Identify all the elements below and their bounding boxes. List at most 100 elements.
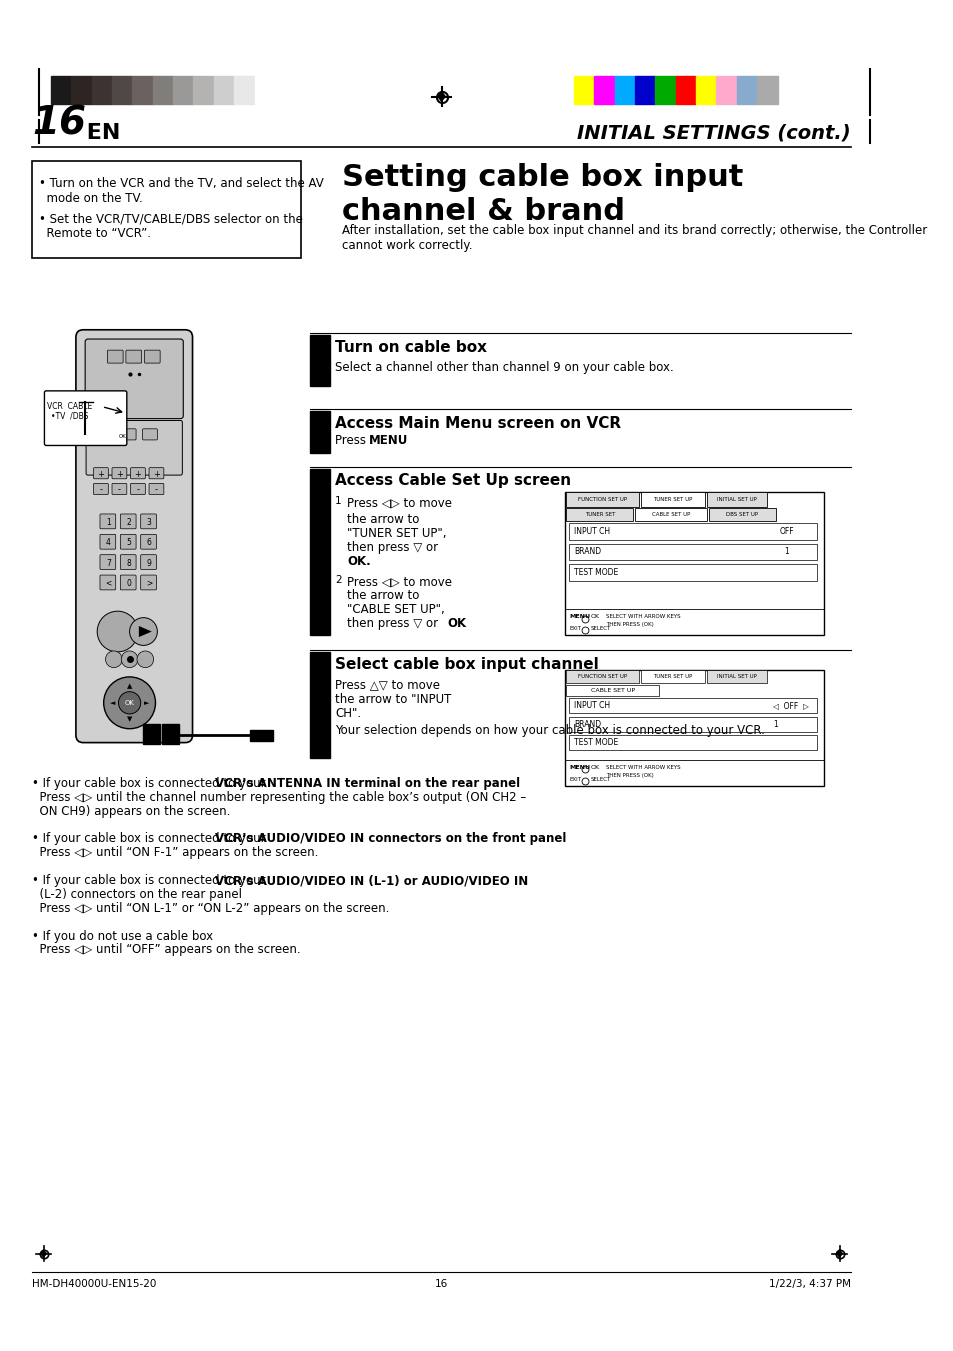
Text: OK: OK	[590, 613, 599, 619]
Bar	[566, 508, 633, 521]
Text: 16: 16	[32, 105, 87, 143]
FancyBboxPatch shape	[149, 467, 164, 478]
Bar	[564, 492, 823, 635]
Text: Setting cable box input
channel & brand: Setting cable box input channel & brand	[342, 163, 743, 226]
Text: ON CH9) appears on the screen.: ON CH9) appears on the screen.	[32, 805, 231, 817]
FancyBboxPatch shape	[142, 428, 157, 440]
Bar	[310, 335, 330, 386]
Text: VCR’s ANTENNA IN terminal on the rear panel: VCR’s ANTENNA IN terminal on the rear pa…	[214, 777, 519, 790]
Text: Access Main Menu screen on VCR: Access Main Menu screen on VCR	[335, 416, 620, 431]
Text: +: +	[152, 470, 160, 478]
FancyBboxPatch shape	[140, 535, 156, 549]
Text: Press ◁▷ until the channel number representing the cable box’s output (ON CH2 –: Press ◁▷ until the channel number repres…	[32, 790, 526, 804]
Text: <: <	[105, 578, 112, 588]
Text: Access Cable Set Up screen: Access Cable Set Up screen	[335, 473, 571, 488]
Bar	[706, 670, 766, 684]
Bar	[569, 716, 817, 731]
Text: 1/22/3, 4:37 PM: 1/22/3, 4:37 PM	[768, 1279, 850, 1289]
Text: the arrow to: the arrow to	[347, 513, 419, 526]
Bar	[132, 76, 152, 104]
Text: INITIAL SET UP: INITIAL SET UP	[716, 497, 756, 501]
Bar	[310, 469, 330, 635]
FancyBboxPatch shape	[140, 513, 156, 528]
Bar	[655, 76, 675, 104]
Text: FUNCTION SET UP: FUNCTION SET UP	[578, 674, 626, 680]
Text: 1: 1	[783, 547, 788, 557]
Bar	[32, 161, 300, 258]
Bar	[635, 508, 706, 521]
FancyBboxPatch shape	[120, 513, 136, 528]
Text: "TUNER SET UP",: "TUNER SET UP",	[347, 527, 446, 540]
FancyBboxPatch shape	[144, 350, 160, 363]
Text: 9: 9	[147, 558, 152, 567]
Text: 5: 5	[126, 538, 131, 547]
Bar	[172, 76, 193, 104]
Polygon shape	[437, 92, 445, 101]
Text: Press ◁▷ until “OFF” appears on the screen.: Press ◁▷ until “OFF” appears on the scre…	[32, 943, 301, 957]
Text: OK: OK	[447, 616, 466, 630]
Text: Press ◁▷ to move: Press ◁▷ to move	[347, 496, 452, 509]
FancyBboxPatch shape	[86, 420, 182, 476]
Text: -: -	[118, 485, 121, 494]
Text: OK.: OK.	[347, 555, 371, 567]
Bar	[51, 76, 71, 104]
Text: • If you do not use a cable box: • If you do not use a cable box	[32, 929, 213, 943]
Bar	[250, 730, 273, 740]
FancyBboxPatch shape	[103, 428, 117, 440]
Text: Your selection depends on how your cable box is connected to your VCR.: Your selection depends on how your cable…	[335, 724, 764, 738]
Text: ◄: ◄	[111, 700, 115, 705]
Text: CABLE SET UP: CABLE SET UP	[651, 512, 690, 517]
Text: VCR’s AUDIO/VIDEO IN connectors on the front panel: VCR’s AUDIO/VIDEO IN connectors on the f…	[214, 832, 565, 846]
FancyBboxPatch shape	[45, 390, 127, 446]
Text: 1: 1	[106, 517, 111, 527]
Text: TEST MODE: TEST MODE	[574, 738, 618, 747]
Text: Turn on cable box: Turn on cable box	[335, 340, 487, 355]
Text: MENU: MENU	[368, 435, 407, 447]
Text: "CABLE SET UP",: "CABLE SET UP",	[347, 603, 444, 616]
Bar	[639, 492, 704, 507]
FancyBboxPatch shape	[120, 535, 136, 549]
Text: • If your cable box is connected to your: • If your cable box is connected to your	[32, 832, 270, 846]
Text: EXIT: EXIT	[569, 626, 580, 631]
Bar	[594, 76, 614, 104]
Bar	[152, 76, 172, 104]
Text: ►: ►	[143, 700, 149, 705]
Text: MENU: MENU	[569, 613, 590, 619]
FancyBboxPatch shape	[126, 350, 141, 363]
Text: ▼: ▼	[127, 716, 132, 723]
Text: +: +	[97, 470, 104, 478]
FancyBboxPatch shape	[112, 484, 127, 494]
Bar	[193, 76, 213, 104]
Text: CABLE SET UP: CABLE SET UP	[590, 688, 634, 693]
Text: -: -	[154, 485, 158, 494]
Text: TUNER SET UP: TUNER SET UP	[653, 497, 692, 501]
Bar	[143, 724, 160, 744]
Bar	[569, 543, 817, 561]
Text: +: +	[134, 470, 141, 478]
Bar	[310, 411, 330, 453]
Text: 1: 1	[335, 496, 341, 507]
Bar	[71, 76, 91, 104]
Text: Press ◁▷ until “ON F-1” appears on the screen.: Press ◁▷ until “ON F-1” appears on the s…	[32, 846, 318, 859]
Text: +: +	[116, 470, 123, 478]
Bar	[675, 76, 696, 104]
Text: FUNCTION SET UP: FUNCTION SET UP	[578, 497, 626, 501]
Bar	[233, 76, 254, 104]
Text: OK: OK	[119, 434, 127, 439]
Text: VCR  CABLE: VCR CABLE	[47, 403, 91, 411]
Bar	[614, 76, 635, 104]
Bar	[566, 685, 659, 696]
Text: •TV  /DBS: •TV /DBS	[51, 411, 88, 420]
Text: OK: OK	[125, 700, 134, 705]
Polygon shape	[139, 626, 152, 638]
Text: DBS SET UP: DBS SET UP	[725, 512, 758, 517]
FancyBboxPatch shape	[112, 467, 127, 478]
Text: OK: OK	[590, 765, 599, 770]
Bar	[310, 653, 330, 758]
Text: Press .: Press .	[335, 435, 374, 447]
Bar	[639, 670, 704, 684]
Bar	[566, 670, 638, 684]
Text: (L-2) connectors on the rear panel: (L-2) connectors on the rear panel	[32, 888, 242, 901]
Text: then press ▽ or: then press ▽ or	[347, 616, 437, 630]
Text: INITIAL SET UP: INITIAL SET UP	[716, 674, 756, 680]
